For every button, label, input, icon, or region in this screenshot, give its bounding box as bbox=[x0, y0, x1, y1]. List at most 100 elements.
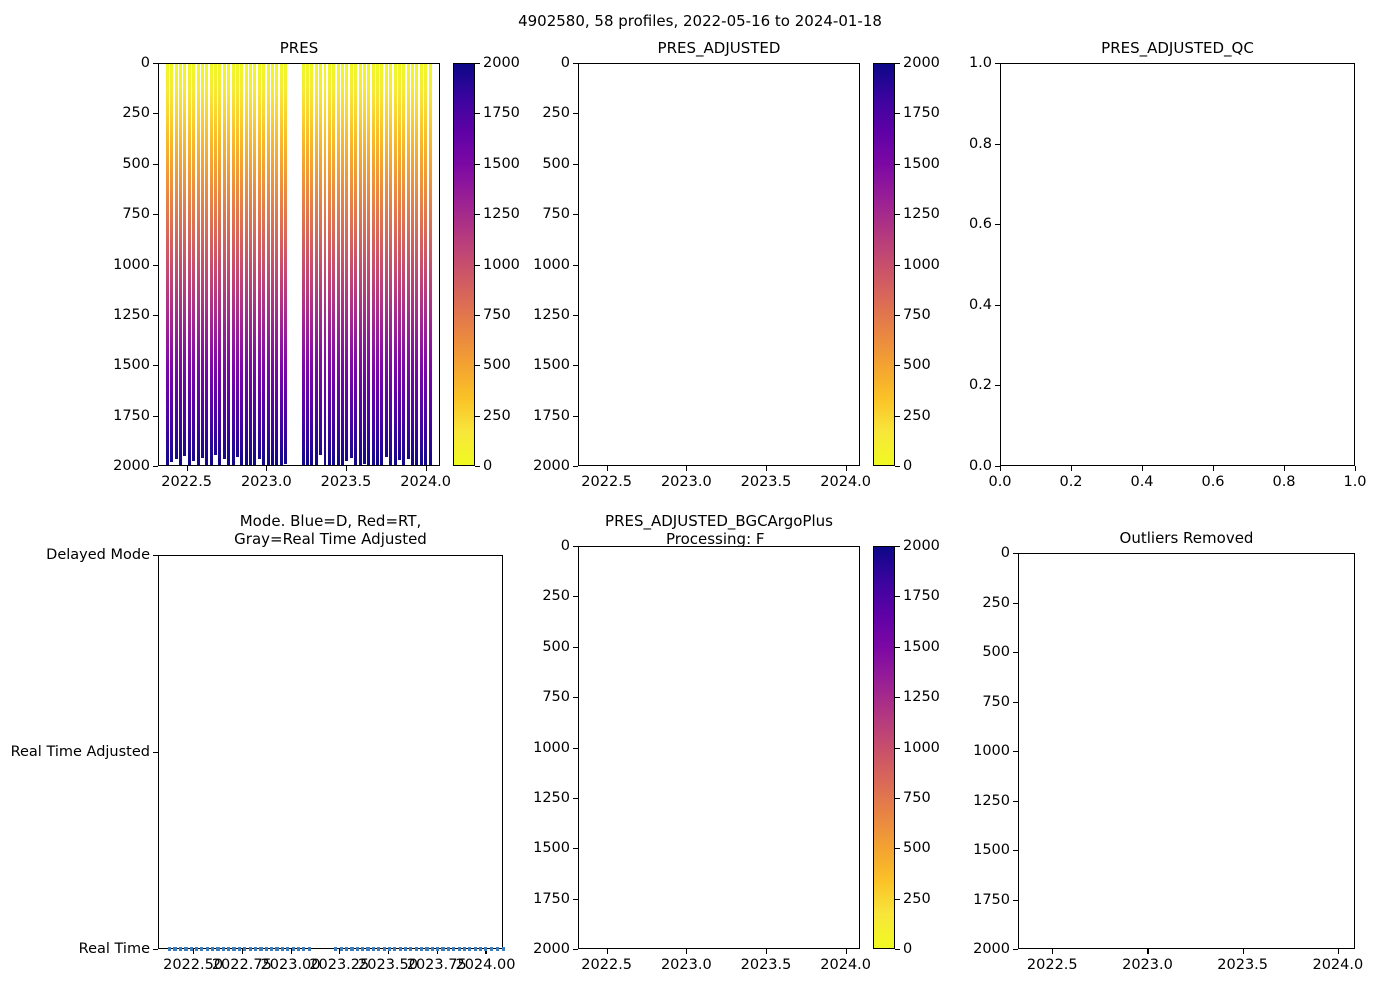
colorbar-tick-label: 2000 bbox=[483, 55, 520, 71]
profile-column bbox=[411, 64, 415, 465]
profile-column bbox=[235, 64, 239, 457]
panel-title-outliers-removed: Outliers Removed bbox=[1119, 529, 1254, 547]
colorbar-tick-mark bbox=[475, 63, 480, 65]
ytick-mark bbox=[153, 752, 158, 754]
colorbar-bgcargoplus bbox=[873, 546, 895, 949]
xtick-label: 2023.75 bbox=[406, 957, 467, 973]
xtick-mark bbox=[436, 949, 438, 954]
axes-bgcargoplus[interactable] bbox=[578, 546, 860, 949]
colorbar-tick-mark bbox=[895, 365, 900, 367]
mode-line-dot bbox=[307, 947, 311, 951]
colorbar-tick-label: 1250 bbox=[483, 206, 520, 223]
xtick-label: 0.2 bbox=[1059, 474, 1083, 490]
mode-line-dot bbox=[462, 947, 467, 951]
colorbar-tick-label: 1750 bbox=[903, 588, 940, 605]
mode-line-dot bbox=[280, 947, 284, 951]
panel-title-pres-adjusted: PRES_ADJUSTED bbox=[657, 39, 781, 57]
profile-column bbox=[279, 64, 283, 465]
mode-line-dot bbox=[366, 947, 370, 951]
colorbar-tick-mark bbox=[895, 415, 900, 417]
profile-column bbox=[406, 64, 410, 459]
ytick-label: 0.6 bbox=[968, 216, 992, 233]
axes-pres-adjusted[interactable] bbox=[578, 63, 860, 466]
mode-line-dot bbox=[237, 947, 242, 951]
mode-line-dot bbox=[205, 947, 209, 951]
xtick-mark bbox=[686, 949, 688, 954]
colorbar-tick-label: 1000 bbox=[903, 739, 940, 756]
xtick-mark bbox=[193, 949, 195, 954]
colorbar-tick-label: 750 bbox=[903, 789, 931, 806]
ytick-label: 0.4 bbox=[968, 296, 992, 313]
ytick-mark bbox=[1013, 652, 1018, 654]
xtick-mark bbox=[1242, 949, 1244, 954]
ytick-label: 1250 bbox=[973, 792, 1010, 809]
xtick-mark bbox=[766, 466, 768, 471]
ytick-mark bbox=[573, 848, 578, 850]
profile-column bbox=[415, 64, 419, 465]
xtick-label: 2024.00 bbox=[455, 957, 516, 973]
profile-column bbox=[402, 64, 406, 465]
colorbar-pres-adjusted bbox=[873, 63, 895, 466]
mode-line-dot bbox=[457, 947, 461, 951]
ytick-label: 1250 bbox=[533, 306, 570, 323]
ytick-label: 0 bbox=[560, 538, 570, 554]
colorbar-tick-mark bbox=[475, 314, 480, 316]
mode-line-dot bbox=[195, 947, 199, 951]
axes-mode[interactable] bbox=[158, 555, 503, 949]
profile-column bbox=[362, 64, 366, 464]
xtick-label: 2023.0 bbox=[660, 474, 712, 490]
mode-line-dot bbox=[178, 947, 183, 951]
mode-line-dot bbox=[275, 947, 279, 951]
mode-line-dot bbox=[184, 947, 188, 951]
profile-column bbox=[257, 64, 261, 459]
ytick-label: 250 bbox=[542, 105, 570, 122]
ytick-mark bbox=[1013, 899, 1018, 901]
xtick-label: 2024.0 bbox=[1312, 957, 1364, 973]
ytick-mark bbox=[573, 898, 578, 900]
profile-column bbox=[275, 64, 279, 465]
colorbar-tick-mark bbox=[895, 314, 900, 316]
mode-line-dot bbox=[189, 947, 193, 951]
axes-pres[interactable] bbox=[158, 63, 440, 466]
profile-column bbox=[196, 64, 200, 465]
colorbar-tick-mark bbox=[895, 466, 900, 468]
profile-column bbox=[244, 64, 248, 465]
profile-column bbox=[428, 64, 432, 465]
mode-line-dot bbox=[489, 947, 493, 951]
axes-pres-adjusted-qc[interactable] bbox=[1000, 63, 1355, 466]
mode-line-dot bbox=[425, 947, 429, 951]
ytick-label: 2000 bbox=[533, 458, 570, 474]
ytick-mark bbox=[153, 415, 158, 417]
axes-outliers-removed[interactable] bbox=[1018, 553, 1355, 949]
xtick-mark bbox=[425, 466, 427, 471]
profile-column bbox=[205, 64, 209, 465]
ytick-mark bbox=[995, 385, 1000, 387]
xtick-label: 2023.0 bbox=[240, 474, 292, 490]
ytick-mark bbox=[1013, 850, 1018, 852]
mode-line-dot bbox=[403, 947, 408, 951]
colorbar-tick-mark bbox=[895, 264, 900, 266]
profile-column bbox=[389, 64, 393, 465]
ytick-mark bbox=[573, 214, 578, 216]
ytick-mark bbox=[1013, 751, 1018, 753]
mode-line-dot bbox=[441, 947, 445, 951]
ytick-mark bbox=[153, 63, 158, 65]
ytick-label: 2000 bbox=[533, 941, 570, 957]
profile-column bbox=[240, 64, 244, 465]
mode-line-dot bbox=[430, 947, 434, 951]
profile-column bbox=[376, 64, 380, 465]
xtick-mark bbox=[686, 466, 688, 471]
xtick-mark bbox=[1213, 466, 1215, 471]
mode-line-dot bbox=[344, 947, 349, 951]
ytick-mark bbox=[573, 264, 578, 266]
panel-title-mode: Mode. Blue=D, Red=RT, Gray=Real Time Adj… bbox=[234, 512, 427, 548]
ytick-label: 0.2 bbox=[968, 377, 992, 394]
xtick-mark bbox=[845, 466, 847, 471]
colorbar-tick-label: 500 bbox=[903, 840, 931, 857]
colorbar-gradient-pres-adjusted bbox=[874, 64, 894, 465]
profile-column bbox=[165, 64, 169, 465]
mode-line-dot bbox=[377, 947, 381, 951]
profile-column bbox=[397, 64, 401, 461]
profile-column bbox=[336, 64, 340, 465]
ytick-mark bbox=[153, 466, 158, 468]
